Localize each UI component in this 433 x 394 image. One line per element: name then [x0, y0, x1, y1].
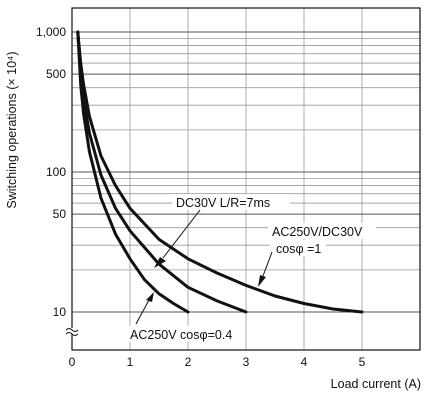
x-tick-label: 3 — [243, 355, 250, 369]
x-tick-label: 1 — [127, 355, 134, 369]
y-axis-label: Switching operations (× 10⁴) — [5, 51, 19, 208]
x-axis-label: Load current (A) — [331, 377, 421, 391]
y-tick-label: 1,000 — [36, 25, 66, 39]
annotation-bg-dc30v — [172, 194, 290, 210]
arrow-cos1-head — [258, 275, 266, 287]
x-tick-label: 2 — [185, 355, 192, 369]
axis-break-mark — [65, 332, 79, 336]
annotations: DC30V L/R=7ms AC250V/DC30V cosφ =1 AC250… — [126, 194, 376, 342]
tick-labels: 0 1 2 3 4 5 1,000 500 100 50 10 — [36, 25, 366, 369]
grid — [72, 8, 420, 350]
arrow-dc30v-head — [154, 257, 166, 268]
y-tick-label: 10 — [53, 305, 67, 319]
arrow-cos1-line — [262, 251, 273, 277]
curve-series-0 — [76, 30, 364, 314]
axis-break-gap — [68, 328, 76, 334]
annotation-dc30v-lr: DC30V L/R=7ms — [176, 196, 270, 210]
x-tick-label: 5 — [359, 355, 366, 369]
curves — [76, 30, 364, 314]
annotation-ac250v-dc30v: AC250V/DC30V — [272, 225, 363, 239]
annotation-cos-phi-1: cosφ =1 — [276, 242, 321, 256]
y-tick-label: 50 — [53, 207, 67, 221]
curve-series-2 — [76, 30, 190, 314]
arrow-ac250v-head — [146, 292, 154, 302]
annotation-bg-ac250v-dc30v — [268, 223, 376, 239]
plot-border — [71, 7, 421, 351]
annotation-bg-ac250v-04 — [126, 326, 232, 342]
x-tick-label: 0 — [69, 355, 76, 369]
y-tick-label: 100 — [46, 165, 66, 179]
axis-break-mark — [65, 328, 79, 332]
annotation-ac250v-cos04: AC250V cosφ=0.4 — [130, 328, 232, 342]
x-tick-label: 4 — [301, 355, 308, 369]
arrow-dc30v-line — [162, 209, 201, 259]
plot-frame — [65, 7, 421, 351]
annotation-bg-cos1 — [270, 240, 326, 256]
y-tick-label: 500 — [46, 67, 66, 81]
arrow-ac250v-line — [135, 299, 150, 325]
